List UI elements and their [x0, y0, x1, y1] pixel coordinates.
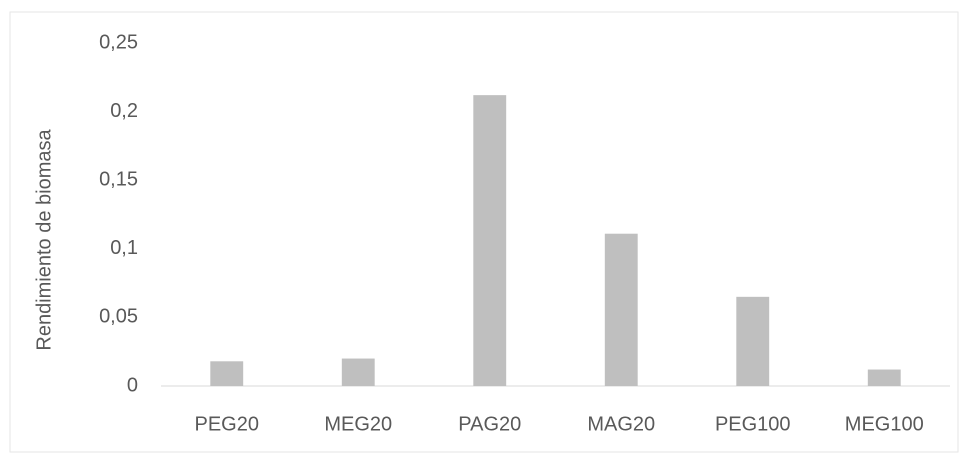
bar [604, 233, 638, 386]
bar [210, 361, 244, 386]
y-axis-title: Rendimiento de biomasa [33, 129, 55, 351]
y-tick-label: 0,05 [99, 306, 138, 328]
x-tick-label: MEG20 [324, 413, 392, 435]
y-tick-label: 0,25 [99, 31, 138, 53]
chart-frame [9, 11, 959, 453]
x-tick-label: MAG20 [587, 413, 655, 435]
x-tick-label: PEG20 [195, 413, 259, 435]
x-tick-label: MEG100 [845, 413, 924, 435]
y-tick-label: 0,15 [99, 168, 138, 190]
bar [867, 369, 901, 386]
bar [341, 358, 375, 386]
y-tick-label: 0,2 [110, 100, 138, 122]
x-tick-label: PEG100 [715, 413, 791, 435]
y-tick-label: 0 [127, 374, 138, 396]
y-tick-label: 0,1 [110, 237, 138, 259]
bar [736, 296, 770, 386]
x-tick-label: PAG20 [458, 413, 521, 435]
bar [473, 95, 507, 387]
